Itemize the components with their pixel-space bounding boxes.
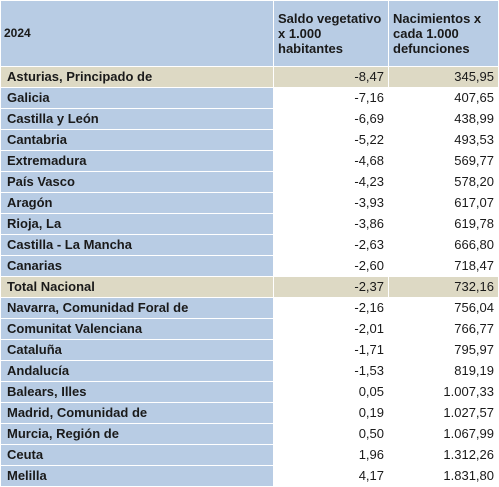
nacimientos-cell: 1.007,33 bbox=[388, 381, 499, 403]
table-body: Asturias, Principado de -8,47 345,95 Galici… bbox=[0, 66, 499, 487]
table-row: Comunitat Valenciana -2,01 766,77 bbox=[0, 318, 499, 340]
table-row: Melilla 4,17 1.831,80 bbox=[0, 465, 499, 487]
region-cell: Rioja, La bbox=[0, 213, 274, 235]
saldo-cell: -7,16 bbox=[273, 87, 389, 109]
nacimientos-cell: 345,95 bbox=[388, 66, 499, 88]
saldo-cell: -1,53 bbox=[273, 360, 389, 382]
table-row: País Vasco -4,23 578,20 bbox=[0, 171, 499, 193]
saldo-cell: -5,22 bbox=[273, 129, 389, 151]
region-cell: Balears, Illes bbox=[0, 381, 274, 403]
saldo-cell: -1,71 bbox=[273, 339, 389, 361]
saldo-cell: 0,05 bbox=[273, 381, 389, 403]
table-row: Ceuta 1,96 1.312,26 bbox=[0, 444, 499, 466]
region-cell: Andalucía bbox=[0, 360, 274, 382]
region-cell: Comunitat Valenciana bbox=[0, 318, 274, 340]
nacimientos-cell: 493,53 bbox=[388, 129, 499, 151]
region-cell: País Vasco bbox=[0, 171, 274, 193]
region-cell: Melilla bbox=[0, 465, 274, 487]
saldo-cell: -2,60 bbox=[273, 255, 389, 277]
saldo-cell: 0,19 bbox=[273, 402, 389, 424]
region-cell: Castilla y León bbox=[0, 108, 274, 130]
table-row: Galicia -7,16 407,65 bbox=[0, 87, 499, 109]
nacimientos-cell: 569,77 bbox=[388, 150, 499, 172]
saldo-cell: 1,96 bbox=[273, 444, 389, 466]
saldo-header: Saldo vegetativo x 1.000 habitantes bbox=[273, 0, 389, 67]
nacimientos-cell: 732,16 bbox=[388, 276, 499, 298]
nacimientos-cell: 1.027,57 bbox=[388, 402, 499, 424]
nacimientos-cell: 795,97 bbox=[388, 339, 499, 361]
saldo-cell: -2,01 bbox=[273, 318, 389, 340]
saldo-cell: -4,68 bbox=[273, 150, 389, 172]
saldo-cell: -2,37 bbox=[273, 276, 389, 298]
table-row: Canarias -2,60 718,47 bbox=[0, 255, 499, 277]
region-cell: Extremadura bbox=[0, 150, 274, 172]
saldo-cell: 4,17 bbox=[273, 465, 389, 487]
region-cell: Ceuta bbox=[0, 444, 274, 466]
nacimientos-cell: 666,80 bbox=[388, 234, 499, 256]
region-cell: Cataluña bbox=[0, 339, 274, 361]
table-row: Madrid, Comunidad de 0,19 1.027,57 bbox=[0, 402, 499, 424]
region-cell: Castilla - La Mancha bbox=[0, 234, 274, 256]
nacimientos-cell: 756,04 bbox=[388, 297, 499, 319]
nacimientos-cell: 619,78 bbox=[388, 213, 499, 235]
nacimientos-cell: 617,07 bbox=[388, 192, 499, 214]
region-cell: Canarias bbox=[0, 255, 274, 277]
table-row: Cataluña -1,71 795,97 bbox=[0, 339, 499, 361]
region-cell: Aragón bbox=[0, 192, 274, 214]
nacimientos-header: Nacimientos x cada 1.000 defunciones bbox=[388, 0, 499, 67]
nacimientos-cell: 819,19 bbox=[388, 360, 499, 382]
saldo-cell: -3,93 bbox=[273, 192, 389, 214]
header-row: 2024 Saldo vegetativo x 1.000 habitantes… bbox=[0, 0, 499, 67]
nacimientos-cell: 1.312,26 bbox=[388, 444, 499, 466]
table-row: Extremadura -4,68 569,77 bbox=[0, 150, 499, 172]
table-row: Rioja, La -3,86 619,78 bbox=[0, 213, 499, 235]
nacimientos-cell: 407,65 bbox=[388, 87, 499, 109]
nacimientos-cell: 1.067,99 bbox=[388, 423, 499, 445]
nacimientos-cell: 766,77 bbox=[388, 318, 499, 340]
table-row: Total Nacional -2,37 732,16 bbox=[0, 276, 499, 298]
nacimientos-cell: 718,47 bbox=[388, 255, 499, 277]
saldo-cell: -4,23 bbox=[273, 171, 389, 193]
nacimientos-cell: 438,99 bbox=[388, 108, 499, 130]
saldo-cell: -2,63 bbox=[273, 234, 389, 256]
region-cell: Total Nacional bbox=[0, 276, 274, 298]
saldo-cell: 0,50 bbox=[273, 423, 389, 445]
table-row: Andalucía -1,53 819,19 bbox=[0, 360, 499, 382]
saldo-cell: -3,86 bbox=[273, 213, 389, 235]
year-header: 2024 bbox=[0, 0, 274, 67]
table-row: Aragón -3,93 617,07 bbox=[0, 192, 499, 214]
table-row: Balears, Illes 0,05 1.007,33 bbox=[0, 381, 499, 403]
table-row: Murcia, Región de 0,50 1.067,99 bbox=[0, 423, 499, 445]
region-cell: Galicia bbox=[0, 87, 274, 109]
region-cell: Navarra, Comunidad Foral de bbox=[0, 297, 274, 319]
table-row: Cantabria -5,22 493,53 bbox=[0, 129, 499, 151]
table-row: Navarra, Comunidad Foral de -2,16 756,04 bbox=[0, 297, 499, 319]
table-row: Castilla - La Mancha -2,63 666,80 bbox=[0, 234, 499, 256]
saldo-cell: -6,69 bbox=[273, 108, 389, 130]
saldo-cell: -2,16 bbox=[273, 297, 389, 319]
table-row: Asturias, Principado de -8,47 345,95 bbox=[0, 66, 499, 88]
table-row: Castilla y León -6,69 438,99 bbox=[0, 108, 499, 130]
saldo-cell: -8,47 bbox=[273, 66, 389, 88]
region-cell: Cantabria bbox=[0, 129, 274, 151]
region-cell: Madrid, Comunidad de bbox=[0, 402, 274, 424]
region-cell: Murcia, Región de bbox=[0, 423, 274, 445]
nacimientos-cell: 1.831,80 bbox=[388, 465, 499, 487]
nacimientos-cell: 578,20 bbox=[388, 171, 499, 193]
region-cell: Asturias, Principado de bbox=[0, 66, 274, 88]
